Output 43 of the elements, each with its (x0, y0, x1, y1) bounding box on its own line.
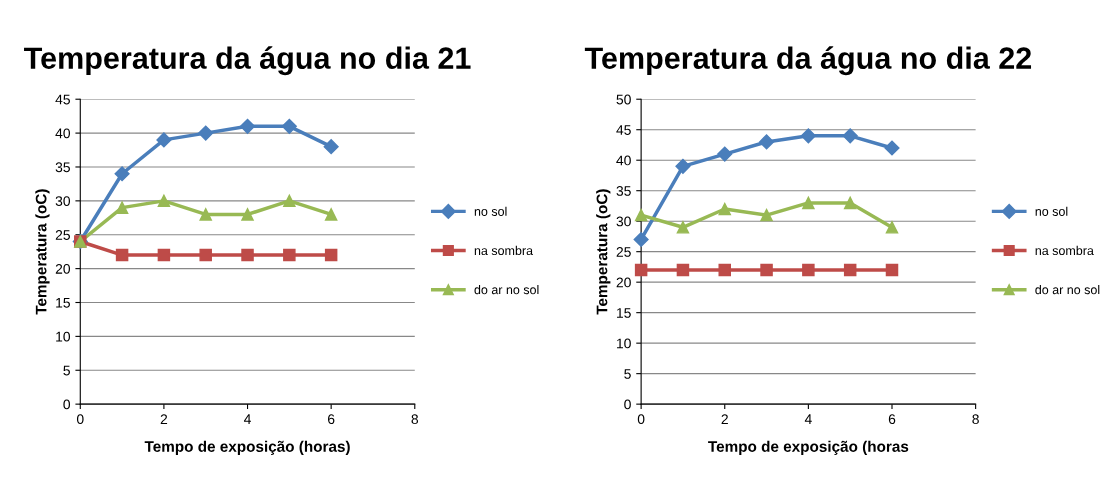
y-axis-title: Temperatura (oC) (596, 189, 611, 315)
x-tick-label: 0 (637, 414, 645, 425)
x-tick-label: 6 (328, 414, 335, 425)
x-tick-label: 0 (76, 414, 84, 425)
y-tick-label: 40 (616, 155, 631, 166)
x-axis-title: Tempo de exposição (horas) (144, 440, 350, 455)
y-tick-label: 10 (617, 338, 631, 349)
x-tick-label: 4 (243, 414, 251, 424)
y-tick-label: 15 (617, 308, 631, 318)
y-tick-label: 30 (55, 196, 71, 207)
y-axis-title: Temperatura (oC) (35, 189, 50, 315)
legend-label: na sombra (1035, 245, 1094, 256)
y-tick-label: 20 (55, 263, 71, 274)
legend-label: no sol (474, 206, 507, 216)
x-tick-label: 6 (888, 414, 896, 425)
y-tick-label: 35 (616, 186, 631, 196)
x-tick-label: 8 (411, 414, 419, 425)
y-tick-label: 25 (55, 230, 70, 240)
y-tick-label: 25 (616, 247, 631, 257)
y-tick-label: 45 (616, 125, 631, 135)
y-tick-label: 10 (56, 331, 71, 342)
x-axis-title: Tempo de exposição (horas (708, 440, 909, 455)
legend-label: do ar no sol (1035, 285, 1100, 295)
chart-title: Temperatura da água no dia 22 (584, 46, 1032, 76)
y-tick-label: 50 (616, 94, 631, 105)
legend-label: na sombra (474, 245, 534, 256)
y-tick-label: 15 (56, 297, 70, 308)
y-tick-label: 30 (616, 216, 631, 227)
x-tick-label: 2 (160, 414, 168, 424)
y-tick-label: 5 (624, 369, 631, 379)
y-tick-label: 5 (63, 365, 70, 376)
legend-label: do ar no sol (474, 285, 539, 295)
y-tick-label: 45 (55, 94, 70, 105)
chart-title: Temperatura da água no dia 21 (24, 46, 471, 76)
y-tick-label: 20 (616, 277, 631, 288)
x-tick-label: 8 (972, 414, 979, 425)
y-tick-label: 0 (624, 399, 631, 410)
y-tick-label: 0 (63, 399, 71, 410)
y-tick-label: 35 (55, 162, 70, 173)
y-tick-label: 40 (55, 128, 71, 139)
x-tick-label: 4 (804, 414, 812, 424)
x-tick-label: 2 (721, 414, 728, 424)
legend-label: no sol (1035, 206, 1068, 216)
